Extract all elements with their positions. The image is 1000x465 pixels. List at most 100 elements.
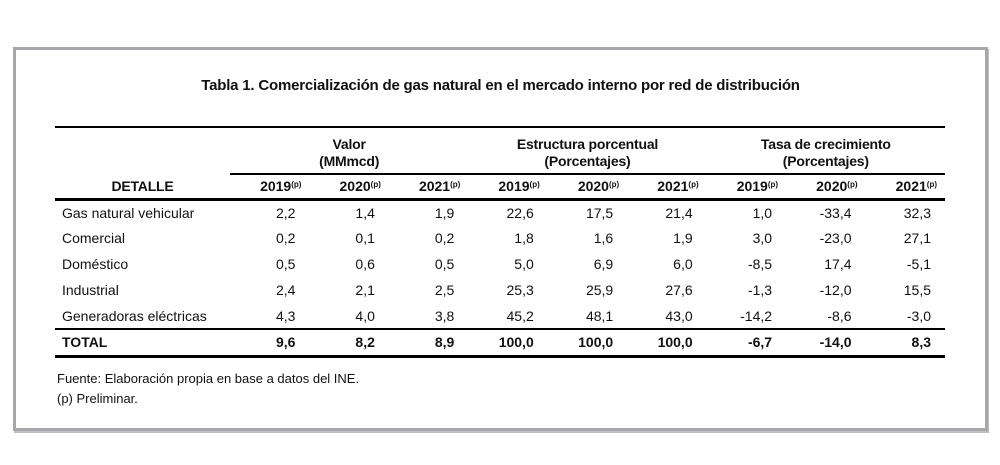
- year-header-row: DETALLE 2019(p) 2020(p) 2021(p) 2019(p) …: [55, 174, 945, 201]
- cell-value: 27,1: [903, 230, 931, 246]
- cell-value: 0,5: [275, 256, 296, 272]
- year-label: 2021: [657, 178, 689, 195]
- total-label: TOTAL: [55, 328, 230, 358]
- cell-value: 27,6: [665, 282, 693, 298]
- year-header: 2021(p): [865, 174, 945, 201]
- cell-value: 1,8: [514, 230, 534, 246]
- row-label: Industrial: [62, 282, 119, 298]
- year-header: 2019(p): [468, 174, 548, 201]
- year-header: 2021(p): [627, 174, 707, 201]
- cell-value: 25,9: [585, 282, 614, 298]
- cell-value: 1,6: [593, 230, 614, 246]
- table-row: Industrial 2,4 2,1 2,5 25,3 25,9 27,6 -1…: [55, 277, 945, 303]
- total-value: 9,6: [230, 328, 310, 358]
- cell-value: -12,0: [819, 282, 852, 298]
- gas-commercialization-table: Valor (MMmcd) Estructura porcentual (Por…: [55, 126, 945, 358]
- year-label: 2019: [260, 178, 292, 195]
- table-row: Doméstico 0,5 0,6 0,5 5,0 6,9 6,0 -8,5 1…: [55, 251, 945, 277]
- cell-value: 15,5: [903, 282, 931, 298]
- cell-value: 4,3: [275, 307, 296, 324]
- year-header: 2021(p): [388, 174, 469, 201]
- table-header: Valor (MMmcd) Estructura porcentual (Por…: [55, 126, 945, 201]
- cell-value: 0,1: [355, 230, 375, 246]
- cell-value: 21,4: [665, 204, 693, 221]
- cell-value: 48,1: [585, 307, 614, 324]
- detail-column-header: DETALLE: [55, 174, 230, 201]
- cell-value: 2,2: [275, 204, 296, 221]
- total-value: 100,0: [547, 328, 628, 358]
- cell-value: -14,2: [740, 307, 773, 324]
- cell-value: 43,0: [665, 307, 693, 324]
- group-header-tasa: Tasa de crecimiento (Porcentajes): [706, 126, 945, 175]
- cell-value: 2,1: [355, 282, 375, 298]
- total-value: 100,0: [468, 328, 548, 358]
- row-label: Generadoras eléctricas: [62, 307, 207, 324]
- year-header: 2019(p): [706, 174, 787, 201]
- table-body: Gas natural vehicular 2,2 1,4 1,9 22,6 1…: [55, 199, 945, 358]
- cell-value: 0,2: [275, 230, 296, 246]
- preliminary-superscript: (p): [926, 180, 937, 190]
- total-value: 8,2: [309, 328, 389, 358]
- cell-value: 22,6: [506, 204, 534, 221]
- table-title: Tabla 1. Comercialización de gas natural…: [201, 77, 800, 94]
- year-label: 2019: [736, 178, 768, 195]
- cell-value: 25,3: [506, 282, 534, 298]
- cell-value: -8,5: [747, 256, 773, 272]
- table-card: Tabla 1. Comercialización de gas natural…: [13, 47, 988, 431]
- year-header: 2020(p): [547, 174, 628, 201]
- preliminary-superscript: (p): [291, 180, 302, 190]
- total-value: 8,3: [865, 328, 945, 358]
- total-row: TOTAL 9,6 8,2 8,9 100,0 100,0 100,0 -6,7…: [55, 328, 945, 358]
- year-header: 2020(p): [786, 174, 866, 201]
- cell-value: 0,6: [355, 256, 375, 272]
- year-header: 2019(p): [230, 174, 310, 201]
- cell-value: 4,0: [355, 307, 375, 324]
- group-header-row: Valor (MMmcd) Estructura porcentual (Por…: [55, 126, 945, 175]
- cell-value: 2,5: [434, 282, 455, 298]
- cell-value: -1,3: [747, 282, 773, 298]
- cell-value: 1,9: [434, 204, 455, 221]
- total-value: -14,0: [786, 328, 866, 358]
- table-footnotes: Fuente: Elaboración propia en base a dat…: [57, 369, 985, 409]
- group-unit: (MMmcd): [319, 152, 380, 169]
- cell-value: 1,0: [752, 204, 773, 221]
- year-label: 2020: [816, 178, 848, 195]
- preliminary-superscript: (p): [608, 180, 620, 190]
- year-header: 2020(p): [309, 174, 389, 201]
- cell-value: 45,2: [506, 307, 534, 324]
- cell-value: 5,0: [514, 256, 534, 272]
- cell-value: -5,1: [906, 256, 931, 272]
- table-row: Gas natural vehicular 2,2 1,4 1,9 22,6 1…: [55, 199, 945, 225]
- year-label: 2021: [418, 178, 451, 195]
- cell-value: -23,0: [819, 230, 852, 246]
- preliminary-superscript: (p): [370, 180, 381, 190]
- cell-value: 3,8: [434, 307, 455, 324]
- cell-value: -3,0: [906, 307, 931, 324]
- cell-value: -8,6: [827, 307, 852, 324]
- preliminary-superscript: (p): [847, 180, 858, 190]
- year-label: 2020: [339, 178, 371, 195]
- table-row: Comercial 0,2 0,1 0,2 1,8 1,6 1,9 3,0 -2…: [55, 225, 945, 251]
- preliminary-superscript: (p): [529, 180, 540, 190]
- cell-value: 1,9: [673, 230, 693, 246]
- cell-value: 3,0: [752, 230, 773, 246]
- year-label: 2020: [577, 178, 609, 195]
- group-unit: (Porcentajes): [782, 152, 869, 169]
- year-label: 2021: [895, 178, 927, 195]
- group-header-valor: Valor (MMmcd): [230, 126, 469, 175]
- source-note: Fuente: Elaboración propia en base a dat…: [57, 370, 360, 386]
- cell-value: 17,4: [824, 256, 852, 272]
- group-unit: (Porcentajes): [544, 152, 631, 169]
- total-value: 8,9: [388, 328, 469, 358]
- row-label: Comercial: [62, 230, 126, 246]
- group-header-estructura: Estructura porcentual (Porcentajes): [468, 126, 707, 175]
- total-value: 100,0: [627, 328, 707, 358]
- preliminary-note: (p) Preliminar.: [57, 390, 138, 406]
- year-label: 2019: [498, 178, 530, 195]
- row-label: Doméstico: [62, 256, 129, 272]
- preliminary-superscript: (p): [450, 180, 461, 190]
- cell-value: 6,9: [593, 256, 614, 272]
- cell-value: 0,2: [434, 230, 455, 246]
- group-title: Valor: [332, 135, 366, 152]
- cell-value: 0,5: [434, 256, 455, 272]
